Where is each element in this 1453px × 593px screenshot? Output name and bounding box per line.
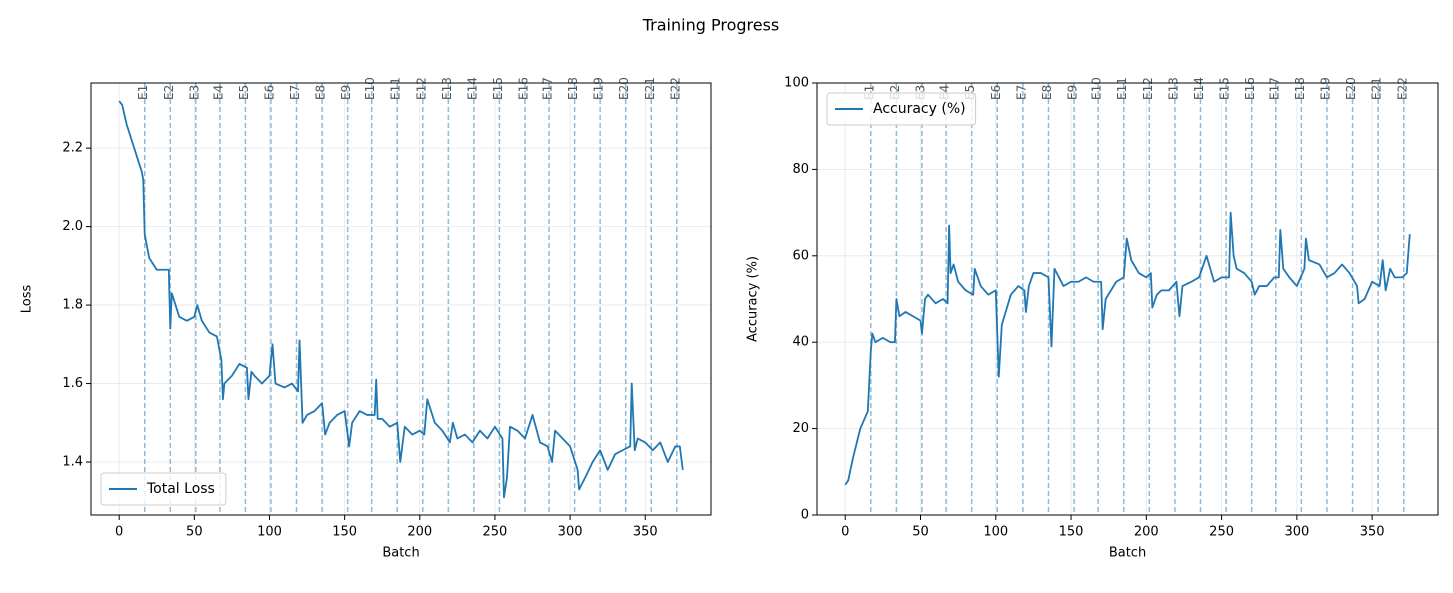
axes: 0 50 100 150 200 250 300 350 1.4 1.6 1.8 2.0 2.2 E1 E2… <box>20 77 712 561</box>
epoch-label: E11 <box>1115 77 1129 100</box>
epoch-label: E4 <box>211 85 225 100</box>
x-axis-label: Batch <box>1109 546 1146 561</box>
x-tick-label: 100 <box>257 525 282 540</box>
epoch-label: E16 <box>517 77 531 100</box>
axis-frame <box>816 82 1439 516</box>
epoch-label: E1 <box>136 85 150 100</box>
epoch-label: E13 <box>440 77 454 100</box>
epoch-label: E9 <box>1066 85 1080 100</box>
x-tick-label: 300 <box>558 525 583 540</box>
epoch-label: E6 <box>989 85 1003 100</box>
epoch-label: E10 <box>1090 77 1104 100</box>
axis-frame <box>90 82 712 516</box>
x-tick-label: 250 <box>483 525 508 540</box>
epoch-label: E8 <box>314 85 328 100</box>
y-axis-label: Accuracy (%) <box>746 256 761 342</box>
x-tick-label: 350 <box>1360 525 1385 540</box>
epoch-label: E19 <box>592 77 606 100</box>
x-tick-label: 250 <box>1209 525 1234 540</box>
epoch-label: E22 <box>668 77 682 100</box>
epoch-label: E21 <box>1370 77 1384 100</box>
epoch-label: E21 <box>643 77 657 100</box>
epoch-label: E19 <box>1318 77 1332 100</box>
epoch-label: E3 <box>187 85 201 100</box>
legend-frame <box>826 92 977 126</box>
y-tick-label: 2.2 <box>62 141 83 156</box>
legend-frame <box>100 472 227 506</box>
y-tick-label: 20 <box>792 421 809 436</box>
epoch-label: E16 <box>1243 77 1257 100</box>
y-tick-label: 100 <box>784 76 809 91</box>
epoch-label: E17 <box>1267 77 1281 100</box>
x-tick-label: 200 <box>1134 525 1159 540</box>
x-tick-label: 0 <box>841 525 849 540</box>
epoch-label: E22 <box>1395 77 1409 100</box>
y-tick-label: 1.6 <box>62 376 83 391</box>
x-tick-label: 300 <box>1284 525 1309 540</box>
epoch-label: E15 <box>491 77 505 100</box>
y-tick-label: 1.8 <box>62 298 83 313</box>
x-tick-label: 0 <box>115 525 123 540</box>
x-tick-label: 350 <box>633 525 658 540</box>
epoch-label: E9 <box>339 85 353 100</box>
x-tick-label: 100 <box>983 525 1008 540</box>
legend-label: Accuracy (%) <box>873 101 966 117</box>
x-tick-label: 200 <box>407 525 432 540</box>
x-tick-label: 50 <box>186 525 203 540</box>
epoch-label: E20 <box>1344 77 1358 100</box>
epoch-label: E12 <box>414 77 428 100</box>
epoch-label: E20 <box>617 77 631 100</box>
x-tick-label: 150 <box>332 525 357 540</box>
epoch-label: E18 <box>1293 77 1307 100</box>
y-tick-label: 0 <box>801 508 809 523</box>
y-tick-label: 60 <box>792 248 809 263</box>
epoch-label: E6 <box>262 85 276 100</box>
x-tick-label: 50 <box>912 525 929 540</box>
epoch-label: E14 <box>1192 77 1206 100</box>
epoch-label: E10 <box>363 77 377 100</box>
y-tick-label: 2.0 <box>62 219 83 234</box>
data-line <box>844 211 1411 486</box>
epoch-label: E18 <box>566 77 580 100</box>
epoch-label: E12 <box>1141 77 1155 100</box>
epoch-label: E7 <box>288 85 302 100</box>
data-line <box>118 100 684 499</box>
epoch-label: E17 <box>541 77 555 100</box>
x-tick-label: 150 <box>1059 525 1084 540</box>
epoch-label: E15 <box>1218 77 1232 100</box>
epoch-label: E13 <box>1166 77 1180 100</box>
epoch-label: E2 <box>162 85 176 100</box>
epoch-label: E5 <box>237 85 251 100</box>
epoch-label: E14 <box>465 77 479 100</box>
y-axis-label: Loss <box>20 285 35 314</box>
y-tick-label: 80 <box>792 162 809 177</box>
legend-label: Total Loss <box>146 481 215 497</box>
epoch-label: E11 <box>389 77 403 100</box>
figure-title: Training Progress <box>642 16 780 35</box>
epoch-label: E7 <box>1014 85 1028 100</box>
x-axis-label: Batch <box>382 546 419 561</box>
y-tick-label: 40 <box>792 335 809 350</box>
epoch-label: E8 <box>1040 85 1054 100</box>
y-tick-label: 1.4 <box>62 455 83 470</box>
